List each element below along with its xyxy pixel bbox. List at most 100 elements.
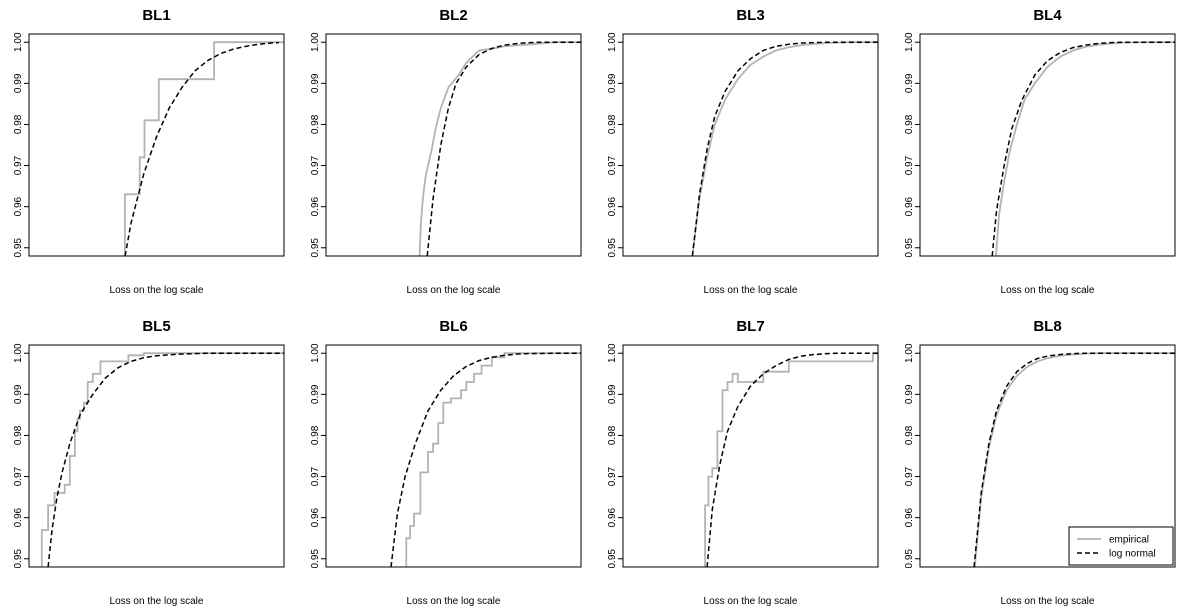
- y-tick-label: 0.97: [607, 155, 618, 175]
- x-axis-label: Loss on the log scale: [110, 596, 204, 606]
- y-tick-label: 0.96: [13, 196, 24, 216]
- series-log-normal-line: [390, 352, 581, 567]
- series-empirical-line: [405, 352, 581, 567]
- legend-box: [1068, 526, 1174, 566]
- y-tick-label: 0.98: [904, 425, 915, 445]
- y-tick-label: 0.95: [904, 549, 915, 569]
- y-tick-label: 0.99: [13, 384, 24, 404]
- y-tick-label: 0.95: [13, 238, 24, 258]
- plot-frame: [28, 33, 285, 257]
- chart-title: BL4: [1033, 7, 1062, 24]
- series-empirical-line: [124, 41, 284, 256]
- series-empirical-line: [418, 41, 581, 256]
- y-tick-label: 1.00: [13, 343, 24, 363]
- series-empirical-line: [995, 41, 1175, 256]
- series-log-normal-line: [973, 352, 1175, 567]
- plot-area: [40, 352, 284, 567]
- plot-frame: [919, 344, 1176, 568]
- y-tick-label: 0.97: [904, 155, 915, 175]
- y-tick-label: 1.00: [607, 343, 618, 363]
- y-tick-label: 0.96: [310, 507, 321, 527]
- plot-area: [991, 41, 1175, 256]
- chart-title: BL7: [736, 318, 764, 335]
- series-empirical-line: [40, 352, 284, 567]
- y-tick-label: 0.95: [310, 549, 321, 569]
- series-log-normal-line: [124, 41, 279, 256]
- y-tick-label: 0.97: [310, 466, 321, 486]
- series-empirical-line: [691, 41, 878, 256]
- y-tick-label: 0.99: [607, 73, 618, 93]
- y-tick-label: 0.97: [310, 155, 321, 175]
- plot-frame: [622, 344, 879, 568]
- chart-title: BL1: [142, 7, 170, 24]
- x-axis-label: Loss on the log scale: [110, 285, 204, 296]
- chart-panel-5: BL5 Loss on the log scale 0.95 0.96 0.97 0.98…: [13, 318, 285, 606]
- y-tick-label: 0.97: [607, 466, 618, 486]
- y-tick-label: 0.96: [607, 507, 618, 527]
- x-axis-label: Loss on the log scale: [704, 285, 798, 296]
- chart-title: BL8: [1033, 318, 1061, 335]
- y-tick-label: 0.97: [13, 155, 24, 175]
- x-axis-label: Loss on the log scale: [1001, 285, 1095, 296]
- chart-panel-2: BL2 Loss on the log scale 0.95 0.96 0.97 0.98…: [310, 7, 582, 296]
- plot-area: [973, 352, 1175, 567]
- y-tick-label: 0.98: [13, 114, 24, 134]
- y-tick-label: 0.96: [310, 196, 321, 216]
- y-tick-label: 0.98: [607, 114, 618, 134]
- x-axis-label: Loss on the log scale: [407, 596, 501, 606]
- plot-area: [704, 352, 878, 567]
- chart-panel-8: BL8 Loss on the log scale 0.95 0.96 0.97 0.98…: [904, 318, 1176, 606]
- y-tick-label: 0.96: [607, 196, 618, 216]
- y-tick-label: 0.95: [310, 238, 321, 258]
- y-tick-label: 0.98: [310, 425, 321, 445]
- y-tick-label: 1.00: [904, 343, 915, 363]
- y-tick-label: 0.99: [607, 384, 618, 404]
- chart-title: BL3: [736, 7, 764, 24]
- series-empirical-line: [973, 352, 1175, 567]
- y-tick-label: 0.95: [607, 238, 618, 258]
- legend-entry: empirical: [1109, 535, 1149, 546]
- y-tick-label: 1.00: [310, 343, 321, 363]
- x-axis-label: Loss on the log scale: [1001, 596, 1095, 606]
- plot-area: [124, 41, 284, 256]
- plot-frame: [325, 33, 582, 257]
- y-tick-label: 0.99: [310, 73, 321, 93]
- series-log-normal-line: [426, 41, 581, 256]
- plot-area: [418, 41, 581, 256]
- y-tick-label: 0.99: [310, 384, 321, 404]
- plot-frame: [919, 33, 1176, 257]
- series-log-normal-line: [47, 352, 284, 567]
- y-tick-label: 0.95: [13, 549, 24, 569]
- plot-area: [390, 352, 581, 567]
- chart-panel-7: BL7 Loss on the log scale 0.95 0.96 0.97 0.98…: [607, 318, 879, 606]
- plot-frame: [325, 344, 582, 568]
- y-tick-label: 1.00: [310, 32, 321, 52]
- chart-panel-4: BL4 Loss on the log scale 0.95 0.96 0.97 0.98…: [904, 7, 1176, 296]
- y-tick-label: 0.96: [904, 196, 915, 216]
- y-tick-label: 0.96: [904, 507, 915, 527]
- chart-title: BL2: [439, 7, 467, 24]
- series-log-normal-line: [706, 352, 878, 567]
- y-tick-label: 1.00: [904, 32, 915, 52]
- y-tick-label: 0.98: [607, 425, 618, 445]
- y-tick-label: 0.97: [904, 466, 915, 486]
- y-tick-label: 0.99: [904, 384, 915, 404]
- y-tick-label: 0.98: [904, 114, 915, 134]
- chart-panel-1: BL1 Loss on the log scale 0.95 0.96 0.97 0.98…: [13, 7, 285, 296]
- chart-title: BL5: [142, 318, 170, 335]
- chart-panel-6: BL6 Loss on the log scale 0.95 0.96 0.97 0.98…: [310, 318, 582, 606]
- chart-panel-3: BL3 Loss on the log scale 0.95 0.96 0.97 0.98…: [607, 7, 879, 296]
- y-tick-label: 0.98: [13, 425, 24, 445]
- y-tick-label: 0.97: [13, 466, 24, 486]
- plot-frame: [622, 33, 879, 257]
- y-tick-label: 0.95: [904, 238, 915, 258]
- legend-entry: log normal: [1109, 549, 1156, 560]
- series-log-normal-line: [991, 41, 1175, 256]
- y-tick-label: 0.98: [310, 114, 321, 134]
- legend: empirical log normal: [1068, 526, 1174, 566]
- chart-title: BL6: [439, 318, 467, 335]
- x-axis-label: Loss on the log scale: [704, 596, 798, 606]
- y-tick-label: 0.99: [904, 73, 915, 93]
- y-tick-label: 0.99: [13, 73, 24, 93]
